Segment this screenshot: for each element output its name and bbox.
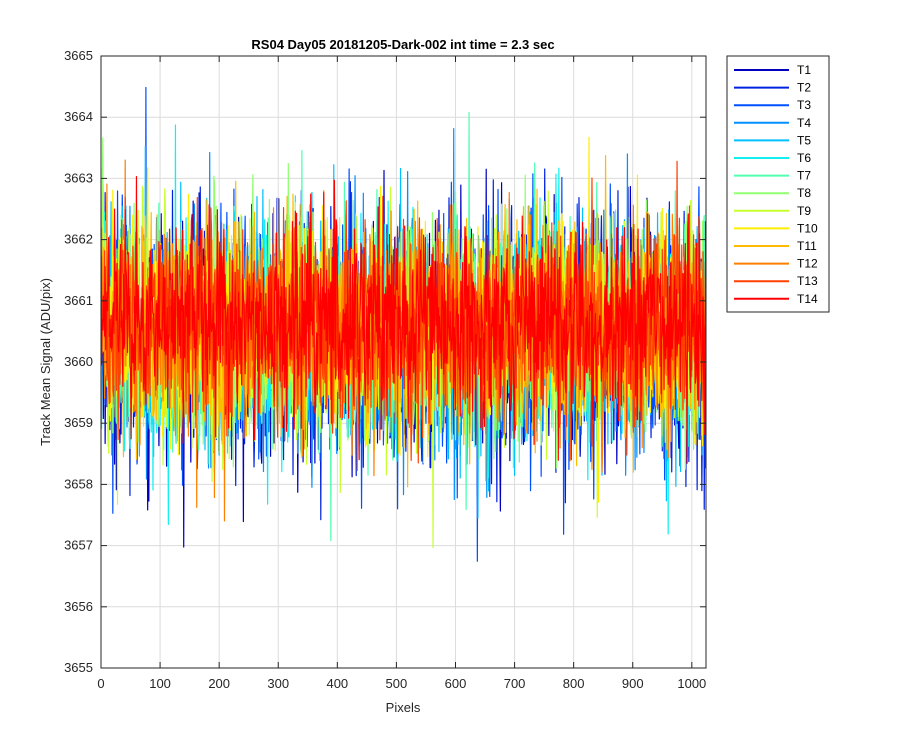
series-line-t13 (101, 160, 706, 464)
x-tick-label: 900 (622, 676, 644, 691)
y-tick-label: 3662 (64, 232, 93, 247)
y-tick-label: 3655 (64, 660, 93, 675)
x-tick-label: 300 (267, 676, 289, 691)
legend-item-t7[interactable]: T7 (734, 169, 811, 183)
y-tick-label: 3661 (64, 293, 93, 308)
x-tick-label: 100 (149, 676, 171, 691)
x-tick-label: 500 (386, 676, 408, 691)
y-tick-label: 3656 (64, 599, 93, 614)
legend-item-t1[interactable]: T1 (734, 63, 811, 77)
y-tick-label: 3657 (64, 538, 93, 553)
series-line-t14 (101, 175, 706, 464)
x-axis-label: Pixels (386, 700, 421, 715)
legend-label: T4 (797, 116, 811, 130)
legend-item-t11[interactable]: T11 (734, 239, 817, 253)
legend-item-t12[interactable]: T12 (734, 257, 818, 271)
legend-label: T7 (797, 169, 811, 183)
x-tick-label: 200 (208, 676, 230, 691)
legend[interactable]: T1 T2 T3 T4 T5 T6 T7 T8 T9 T10 T11 T12 T13 T14 (726, 55, 830, 313)
y-tick-label: 3665 (64, 48, 93, 63)
legend-item-t5[interactable]: T5 (734, 133, 811, 147)
y-tick-label: 3660 (64, 354, 93, 369)
legend-label: T10 (797, 221, 818, 235)
legend-item-t4[interactable]: T4 (734, 116, 811, 130)
legend-label: T14 (797, 292, 818, 306)
x-tick-label: 400 (326, 676, 348, 691)
x-tick-label: 0 (97, 676, 104, 691)
legend-label: T3 (797, 98, 811, 112)
legend-label: T2 (797, 81, 811, 95)
legend-item-t8[interactable]: T8 (734, 186, 811, 200)
axis-ticks: 0 100 200 300 400 500 600 700 800 900 1000 3655 3656… (64, 48, 706, 691)
legend-item-t3[interactable]: T3 (734, 98, 811, 112)
series-layer (101, 86, 706, 562)
legend-label: T5 (797, 133, 811, 147)
y-tick-label: 3664 (64, 109, 93, 124)
chart-title: RS04 Day05 20181205-Dark-002 int time = … (251, 37, 554, 52)
legend-item-t2[interactable]: T2 (734, 81, 811, 95)
x-tick-label: 800 (563, 676, 585, 691)
legend-label: T6 (797, 151, 811, 165)
legend-box (726, 55, 830, 313)
legend-label: T12 (797, 257, 818, 271)
legend-item-t6[interactable]: T6 (734, 151, 811, 165)
legend-item-t14[interactable]: T14 (734, 292, 818, 306)
legend-label: T1 (797, 63, 811, 77)
legend-label: T13 (797, 274, 818, 288)
y-tick-label: 3663 (64, 170, 93, 185)
x-tick-label: 1000 (677, 676, 706, 691)
y-tick-label: 3659 (64, 415, 93, 430)
y-tick-label: 3658 (64, 476, 93, 491)
legend-label: T11 (797, 239, 817, 253)
x-tick-label: 600 (445, 676, 467, 691)
legend-label: T9 (797, 204, 811, 218)
x-tick-label: 700 (504, 676, 526, 691)
legend-item-t9[interactable]: T9 (734, 204, 811, 218)
legend-item-t13[interactable]: T13 (734, 274, 818, 288)
y-axis-label: Track Mean Signal (ADU/pix) (38, 278, 53, 446)
legend-label: T8 (797, 186, 811, 200)
legend-item-t10[interactable]: T10 (734, 221, 818, 235)
